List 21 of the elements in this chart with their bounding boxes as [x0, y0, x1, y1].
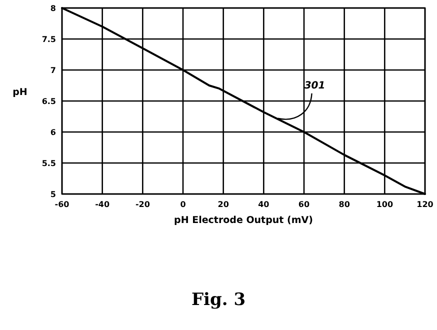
- x-tick-label: 100: [376, 200, 394, 209]
- x-tick-label: -40: [95, 200, 110, 209]
- x-tick-label: 80: [338, 200, 350, 209]
- y-axis-title: pH: [12, 87, 28, 98]
- caption: Fig. 3: [191, 290, 246, 310]
- x-axis-title: pH Electrode Output (mV): [174, 215, 313, 226]
- x-tick-label: 60: [298, 200, 310, 209]
- y-tick-label: 6: [50, 128, 56, 137]
- y-tick-label: 5.5: [42, 158, 56, 168]
- x-tick-label: -60: [54, 200, 70, 209]
- y-tick-label: 5: [50, 190, 56, 199]
- x-tick-label: 0: [180, 200, 186, 209]
- x-tick-label: -20: [135, 200, 150, 209]
- x-tick-label: 40: [258, 200, 270, 209]
- y-tick-label: 7: [50, 66, 56, 75]
- annotation: 301: [304, 80, 326, 92]
- y-tick-label: 8: [50, 4, 56, 13]
- x-tick-label: 20: [218, 200, 230, 209]
- y-tick-label: 7.5: [42, 34, 56, 44]
- y-tick-label: 6.5: [42, 96, 56, 106]
- x-tick-label: 120: [416, 200, 434, 209]
